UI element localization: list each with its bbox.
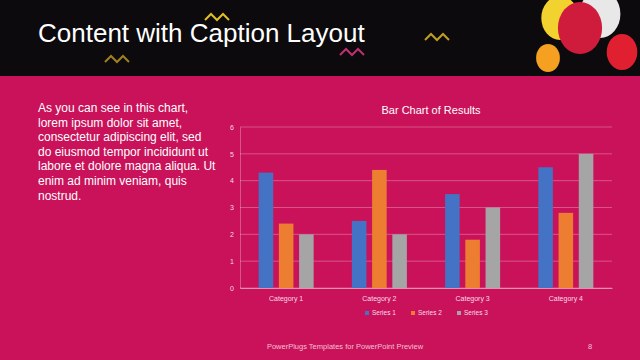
x-axis: Category 1 Category 2 Category 3 Category 4 bbox=[241, 288, 613, 303]
x-tick: Category 2 bbox=[362, 288, 396, 303]
confetti bbox=[340, 49, 364, 55]
grid-line bbox=[240, 207, 612, 208]
chart-title: Bar Chart of Results bbox=[381, 104, 481, 116]
slide-title: Content with Caption Layout bbox=[38, 18, 365, 48]
caption-line: nostrud. bbox=[38, 189, 81, 203]
bar bbox=[392, 234, 407, 288]
y-tick: 3 bbox=[230, 204, 240, 211]
y-tick-label: 5 bbox=[230, 151, 234, 158]
bar bbox=[579, 154, 594, 288]
grid-line bbox=[240, 180, 612, 181]
y-tick-label: 0 bbox=[230, 285, 234, 292]
y-tick: 5 bbox=[230, 151, 240, 158]
y-tick: 4 bbox=[230, 177, 240, 184]
bar bbox=[445, 194, 460, 288]
grid-line bbox=[240, 234, 612, 235]
bar bbox=[486, 208, 501, 289]
balloon bbox=[607, 34, 638, 70]
y-tick-label: 2 bbox=[230, 231, 234, 238]
bar bbox=[259, 173, 274, 288]
caption-line: consectetur adipiscing elit, sed bbox=[38, 130, 201, 144]
slide: Content with Caption Layout As you can se… bbox=[0, 0, 640, 360]
caption-line: enim ad minim veniam, quis bbox=[38, 174, 187, 188]
grid-line bbox=[240, 261, 612, 262]
y-tick-label: 6 bbox=[230, 124, 234, 131]
series bbox=[279, 170, 573, 288]
series bbox=[259, 167, 553, 288]
y-tick: 6 bbox=[230, 124, 240, 131]
y-tick-label: 4 bbox=[230, 177, 234, 184]
caption-line: do eiusmod tempor incididunt ut bbox=[38, 145, 209, 159]
y-tick-label: 1 bbox=[230, 258, 234, 265]
x-tick-label: Category 3 bbox=[455, 295, 489, 303]
y-tick-label: 3 bbox=[230, 204, 234, 211]
bar bbox=[352, 221, 367, 288]
legend-label: Series 1 bbox=[372, 309, 396, 316]
legend-swatch bbox=[411, 311, 415, 315]
grid-line bbox=[240, 288, 612, 289]
y-tick: 0 bbox=[230, 285, 240, 292]
y-tick: 2 bbox=[230, 231, 240, 238]
bar bbox=[299, 234, 314, 288]
balloon bbox=[558, 2, 602, 54]
legend-swatch bbox=[365, 311, 369, 315]
bar bbox=[372, 170, 387, 288]
grid bbox=[240, 127, 612, 288]
bar bbox=[538, 167, 553, 288]
grid-line bbox=[240, 153, 612, 154]
footer: PowerPlugs Templates for PowerPoint Prev… bbox=[267, 342, 424, 351]
balloon bbox=[536, 44, 560, 72]
background bbox=[0, 0, 640, 360]
x-axis-line bbox=[241, 288, 613, 289]
legend-swatch bbox=[457, 311, 461, 315]
x-tick-label: Category 2 bbox=[362, 295, 396, 303]
bar bbox=[279, 224, 294, 288]
caption-line: lorem ipsum dolor sit amet, bbox=[38, 116, 182, 130]
legend-label: Series 2 bbox=[418, 309, 442, 316]
legend: Series 1 Series 2 Series 3 bbox=[365, 309, 488, 316]
x-tick-label: Category 4 bbox=[549, 295, 583, 303]
series bbox=[299, 154, 593, 288]
x-tick: Category 4 bbox=[549, 288, 583, 303]
bar bbox=[559, 213, 574, 288]
y-tick: 1 bbox=[230, 258, 240, 265]
x-tick: Category 1 bbox=[269, 288, 303, 303]
bar bbox=[465, 240, 480, 288]
confetti bbox=[425, 34, 449, 40]
confetti bbox=[105, 56, 129, 62]
x-tick-label: Category 1 bbox=[269, 295, 303, 303]
x-tick: Category 3 bbox=[455, 288, 489, 303]
caption: As you can see in this chart,lorem ipsum… bbox=[38, 101, 216, 203]
caption-line: labore et dolore magna aliqua. Ut bbox=[38, 159, 216, 173]
chart: Bar Chart of Results0123456Category 1Cat… bbox=[230, 104, 612, 316]
page-number: 8 bbox=[588, 342, 592, 351]
bars bbox=[259, 154, 594, 288]
legend-label: Series 3 bbox=[464, 309, 488, 316]
y-axis: 0 1 2 3 4 5 6 bbox=[230, 124, 240, 292]
caption-line: As you can see in this chart, bbox=[38, 101, 188, 115]
grid-line bbox=[240, 127, 612, 128]
y-axis-line bbox=[240, 128, 241, 289]
